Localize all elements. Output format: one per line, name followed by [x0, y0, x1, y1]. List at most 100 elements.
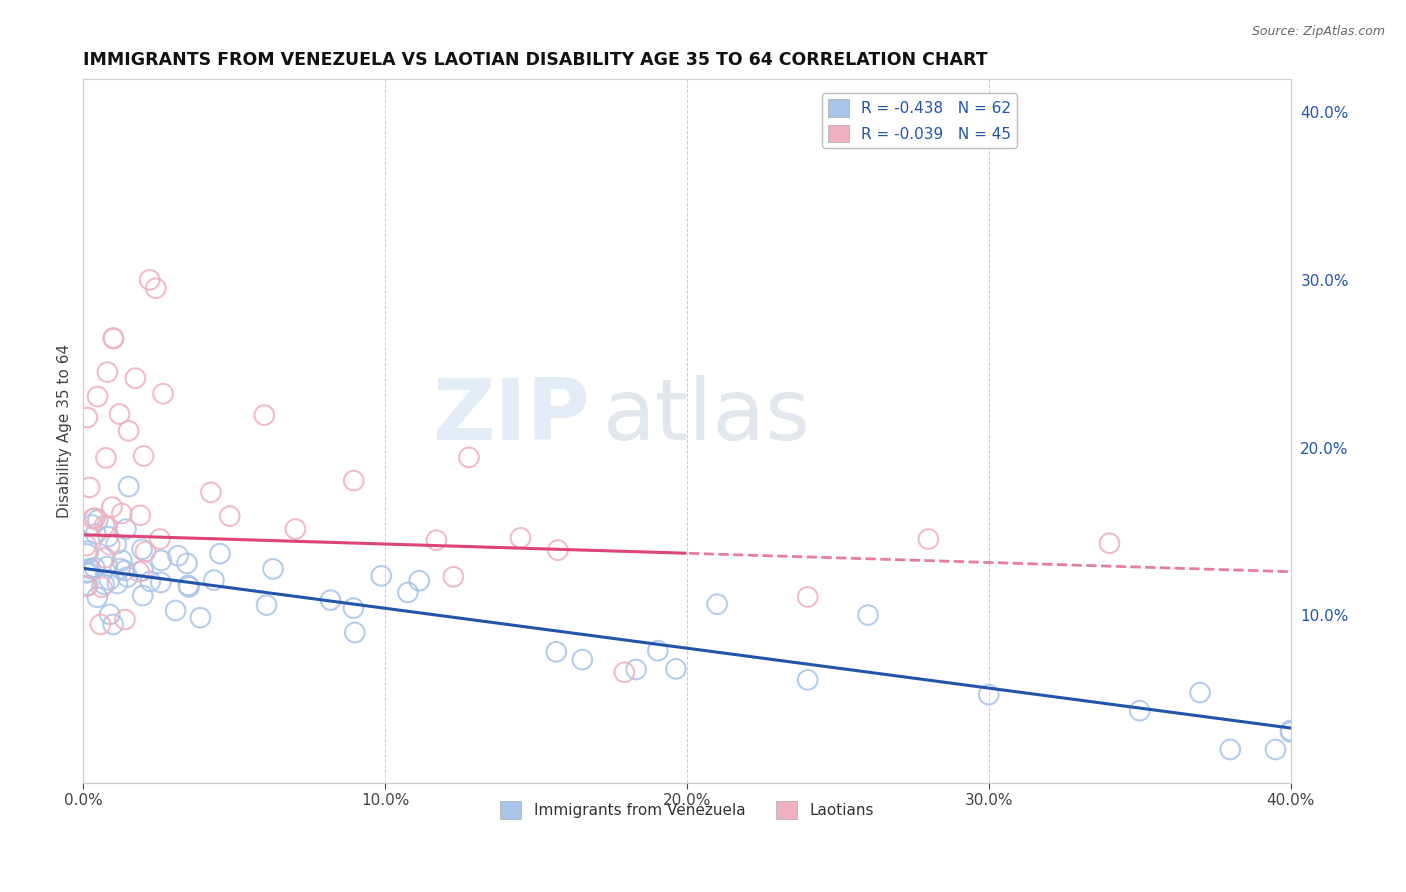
- Point: [796, 590, 818, 604]
- Point: [86, 390, 108, 404]
- Point: [1264, 742, 1286, 756]
- Point: [256, 598, 278, 612]
- Point: [94, 550, 117, 565]
- Point: [208, 547, 231, 561]
- Point: [977, 688, 1000, 702]
- Point: [79, 562, 101, 576]
- Point: [149, 532, 172, 546]
- Point: [98, 607, 121, 622]
- Point: [571, 652, 593, 666]
- Point: [89, 617, 111, 632]
- Point: [115, 522, 138, 536]
- Point: [138, 273, 160, 287]
- Point: [79, 480, 101, 494]
- Point: [177, 580, 200, 594]
- Text: Source: ZipAtlas.com: Source: ZipAtlas.com: [1251, 25, 1385, 38]
- Point: [84, 527, 107, 541]
- Point: [84, 511, 107, 525]
- Point: [131, 542, 153, 557]
- Point: [129, 508, 152, 523]
- Point: [111, 507, 134, 521]
- Point: [105, 537, 128, 551]
- Point: [796, 673, 818, 687]
- Point: [118, 479, 141, 493]
- Point: [132, 589, 155, 603]
- Point: [167, 549, 190, 563]
- Point: [139, 574, 162, 589]
- Text: ZIP: ZIP: [433, 376, 591, 458]
- Point: [202, 573, 225, 587]
- Point: [132, 449, 155, 463]
- Point: [665, 662, 688, 676]
- Point: [188, 610, 211, 624]
- Point: [856, 607, 879, 622]
- Point: [1098, 536, 1121, 550]
- Point: [82, 511, 104, 525]
- Point: [76, 578, 98, 592]
- Point: [458, 450, 481, 465]
- Point: [114, 613, 136, 627]
- Point: [77, 565, 100, 579]
- Point: [152, 386, 174, 401]
- Point: [93, 577, 115, 591]
- Point: [647, 644, 669, 658]
- Point: [441, 570, 464, 584]
- Y-axis label: Disability Age 35 to 64: Disability Age 35 to 64: [58, 343, 72, 518]
- Point: [75, 566, 97, 580]
- Point: [101, 617, 124, 632]
- Point: [150, 553, 173, 567]
- Point: [149, 575, 172, 590]
- Point: [97, 530, 120, 544]
- Point: [319, 593, 342, 607]
- Point: [218, 509, 240, 524]
- Point: [75, 579, 97, 593]
- Point: [342, 601, 364, 615]
- Point: [77, 544, 100, 558]
- Point: [343, 474, 366, 488]
- Point: [93, 518, 115, 533]
- Point: [80, 518, 103, 533]
- Point: [114, 564, 136, 578]
- Point: [76, 410, 98, 425]
- Point: [624, 663, 647, 677]
- Legend: Immigrants from Venezuela, Laotians: Immigrants from Venezuela, Laotians: [494, 795, 880, 825]
- Point: [1129, 704, 1152, 718]
- Point: [396, 585, 419, 599]
- Text: atlas: atlas: [602, 376, 810, 458]
- Point: [706, 597, 728, 611]
- Point: [408, 574, 430, 588]
- Point: [103, 332, 125, 346]
- Point: [117, 570, 139, 584]
- Point: [145, 281, 167, 295]
- Point: [98, 573, 121, 587]
- Point: [917, 532, 939, 546]
- Point: [200, 485, 222, 500]
- Point: [1219, 742, 1241, 756]
- Point: [177, 578, 200, 592]
- Point: [76, 547, 98, 561]
- Point: [96, 520, 118, 534]
- Point: [98, 538, 121, 552]
- Point: [75, 539, 97, 553]
- Point: [108, 407, 131, 421]
- Text: IMMIGRANTS FROM VENEZUELA VS LAOTIAN DISABILITY AGE 35 TO 64 CORRELATION CHART: IMMIGRANTS FROM VENEZUELA VS LAOTIAN DIS…: [83, 51, 988, 69]
- Point: [117, 424, 139, 438]
- Point: [1279, 725, 1302, 739]
- Point: [96, 365, 118, 379]
- Point: [132, 564, 155, 578]
- Point: [108, 562, 131, 576]
- Point: [94, 450, 117, 465]
- Point: [90, 580, 112, 594]
- Point: [370, 569, 392, 583]
- Point: [134, 544, 156, 558]
- Point: [262, 562, 284, 576]
- Point: [343, 625, 366, 640]
- Point: [86, 591, 108, 605]
- Point: [96, 559, 118, 574]
- Point: [87, 513, 110, 527]
- Point: [1189, 685, 1212, 699]
- Point: [1279, 723, 1302, 738]
- Point: [284, 522, 307, 536]
- Point: [101, 500, 124, 514]
- Point: [83, 560, 105, 574]
